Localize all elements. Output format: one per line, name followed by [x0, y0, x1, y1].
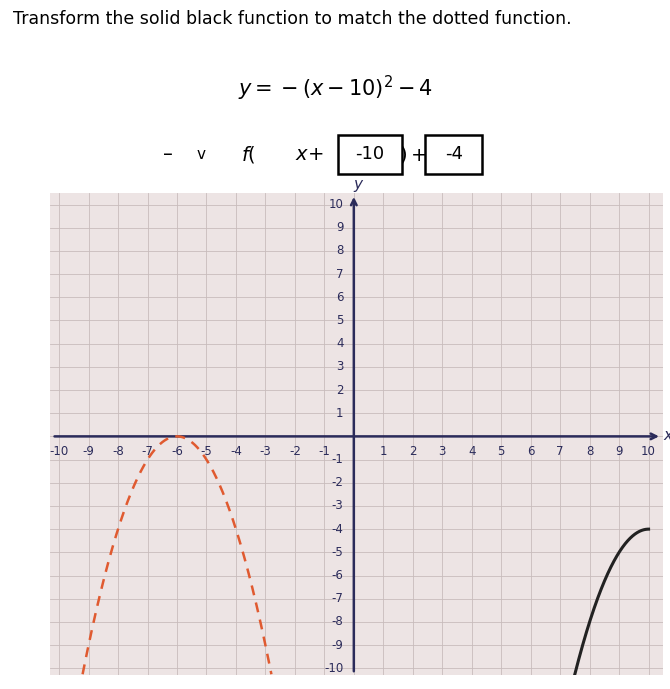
Text: 9: 9 [615, 444, 623, 457]
Text: 1: 1 [336, 407, 344, 420]
Text: 10: 10 [641, 444, 656, 457]
Text: -7: -7 [332, 593, 344, 605]
Text: x: x [664, 428, 670, 443]
Text: 4: 4 [336, 337, 344, 350]
Text: 4: 4 [468, 444, 476, 457]
Text: -3: -3 [259, 444, 271, 457]
Text: 5: 5 [336, 314, 344, 327]
Text: 2: 2 [336, 384, 344, 396]
Text: $x\!+$: $x\!+$ [295, 145, 324, 164]
FancyBboxPatch shape [425, 135, 482, 174]
FancyBboxPatch shape [338, 135, 402, 174]
Text: –: – [163, 145, 172, 164]
Text: 2: 2 [409, 444, 417, 457]
Text: -5: -5 [200, 444, 212, 457]
Text: -8: -8 [332, 615, 344, 628]
Text: $f($: $f($ [241, 144, 256, 165]
Text: 6: 6 [336, 291, 344, 304]
Text: -6: -6 [171, 444, 183, 457]
Text: -4: -4 [445, 145, 463, 163]
Text: 1: 1 [379, 444, 387, 457]
Text: -10: -10 [356, 145, 385, 163]
Text: y: y [354, 178, 362, 192]
Text: -3: -3 [332, 500, 344, 513]
Text: -1: -1 [318, 444, 330, 457]
Text: 3: 3 [439, 444, 446, 457]
Text: v: v [196, 147, 206, 162]
Text: 10: 10 [329, 198, 344, 211]
Text: -4: -4 [230, 444, 242, 457]
Text: -2: -2 [332, 476, 344, 489]
Text: 9: 9 [336, 221, 344, 234]
Text: -7: -7 [141, 444, 153, 457]
Text: -9: -9 [332, 639, 344, 652]
Text: 7: 7 [336, 267, 344, 280]
Text: -4: -4 [332, 523, 344, 535]
Text: -1: -1 [332, 453, 344, 466]
Text: -10: -10 [50, 444, 69, 457]
Text: 5: 5 [498, 444, 505, 457]
Text: 3: 3 [336, 360, 344, 373]
Text: -6: -6 [332, 569, 344, 582]
Text: $)+$: $)+$ [399, 144, 426, 165]
Text: -5: -5 [332, 546, 344, 559]
Text: 8: 8 [586, 444, 594, 457]
Text: Transform the solid black function to match the dotted function.: Transform the solid black function to ma… [13, 10, 572, 28]
Text: -10: -10 [324, 661, 344, 675]
Text: -9: -9 [82, 444, 94, 457]
Text: 7: 7 [556, 444, 564, 457]
Text: 8: 8 [336, 245, 344, 258]
Text: -8: -8 [112, 444, 124, 457]
Text: -2: -2 [289, 444, 301, 457]
Text: 6: 6 [527, 444, 535, 457]
Text: $y = -(x - 10)^2 - 4$: $y = -(x - 10)^2 - 4$ [238, 73, 432, 103]
